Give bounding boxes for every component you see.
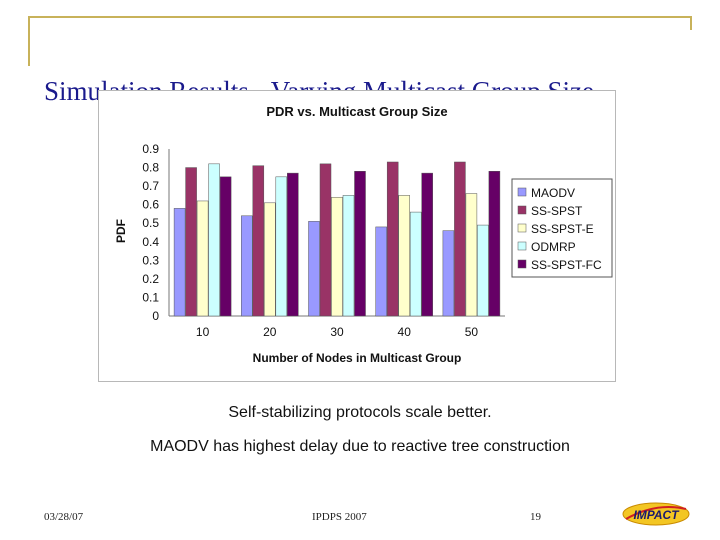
impact-logo: IMPACT bbox=[622, 502, 690, 526]
legend-label: ODMRP bbox=[531, 240, 576, 254]
legend-label: SS-SPST bbox=[531, 204, 583, 218]
y-tick-label: 0.1 bbox=[142, 290, 159, 304]
x-tick-label: 20 bbox=[263, 325, 277, 339]
bar-ss-spst-10 bbox=[185, 167, 197, 317]
x-axis-title: Number of Nodes in Multicast Group bbox=[253, 351, 462, 365]
bar-odmrp-20 bbox=[275, 176, 288, 317]
pdr-bar-chart: PDR vs. Multicast Group Size Number of N… bbox=[114, 104, 613, 365]
y-tick-label: 0.7 bbox=[142, 179, 159, 193]
y-tick-label: 0.6 bbox=[142, 198, 159, 212]
bar-maodv-10 bbox=[173, 208, 186, 317]
bar-odmrp-30 bbox=[342, 195, 355, 317]
bar-ss-spst-fc-10 bbox=[219, 176, 232, 317]
bar-odmrp-10 bbox=[208, 163, 220, 317]
bar-ss-spst-e-30 bbox=[331, 196, 343, 317]
y-tick-label: 0.4 bbox=[142, 235, 159, 249]
bar-ss-spst-fc-40 bbox=[421, 172, 433, 317]
chart-panel: PDR vs. Multicast Group Size Number of N… bbox=[98, 90, 616, 382]
x-tick-label: 30 bbox=[330, 325, 344, 339]
y-tick-label: 0.5 bbox=[142, 216, 159, 230]
bar-odmrp-50 bbox=[477, 224, 489, 317]
legend-swatch bbox=[517, 223, 527, 233]
y-tick-label: 0.9 bbox=[142, 142, 159, 156]
legend-label: SS-SPST-FC bbox=[531, 258, 602, 272]
bar-ss-spst-20 bbox=[252, 165, 265, 317]
bar-maodv-30 bbox=[308, 221, 320, 317]
footer-page-number: 19 bbox=[530, 511, 541, 523]
bar-ss-spst-e-10 bbox=[196, 200, 209, 317]
top-border-line bbox=[28, 16, 692, 18]
y-tick-label: 0.3 bbox=[142, 253, 159, 267]
y-tick-label: 0 bbox=[152, 309, 159, 323]
bar-maodv-40 bbox=[375, 226, 387, 317]
footer-date: 03/28/07 bbox=[44, 511, 84, 523]
legend-box bbox=[511, 178, 613, 278]
bar-ss-spst-e-40 bbox=[398, 195, 410, 317]
left-border-line bbox=[28, 16, 30, 66]
legend-swatch bbox=[517, 241, 527, 251]
footer-conference: IPDPS 2007 bbox=[312, 511, 367, 523]
bar-ss-spst-e-20 bbox=[264, 202, 276, 317]
bar-ss-spst-fc-20 bbox=[287, 172, 299, 317]
y-tick-label: 0.8 bbox=[142, 161, 159, 175]
bar-ss-spst-e-50 bbox=[465, 193, 478, 317]
caption-delay: MAODV has highest delay due to reactive … bbox=[150, 438, 570, 455]
legend-label: SS-SPST-E bbox=[531, 222, 594, 236]
bar-odmrp-40 bbox=[409, 211, 422, 317]
logo-text: IMPACT bbox=[633, 508, 680, 522]
y-axis-title: PDF bbox=[114, 219, 128, 243]
legend-swatch bbox=[517, 259, 527, 269]
legend-swatch bbox=[517, 205, 527, 215]
bar-ss-spst-30 bbox=[319, 163, 332, 317]
right-border-tick bbox=[690, 16, 692, 30]
x-tick-label: 10 bbox=[196, 325, 210, 339]
legend-swatch bbox=[517, 187, 527, 197]
legend-label: MAODV bbox=[531, 186, 575, 200]
bar-maodv-50 bbox=[442, 230, 455, 317]
bar-maodv-20 bbox=[241, 215, 253, 317]
x-tick-label: 50 bbox=[465, 325, 479, 339]
bar-ss-spst-fc-50 bbox=[488, 171, 501, 317]
caption-scalability: Self-stabilizing protocols scale better. bbox=[228, 404, 492, 421]
bar-ss-spst-50 bbox=[454, 161, 466, 317]
bar-ss-spst-fc-30 bbox=[354, 171, 366, 317]
x-tick-label: 40 bbox=[398, 325, 412, 339]
bar-ss-spst-40 bbox=[386, 161, 399, 317]
y-tick-label: 0.2 bbox=[142, 272, 159, 286]
chart-title: PDR vs. Multicast Group Size bbox=[266, 104, 447, 119]
